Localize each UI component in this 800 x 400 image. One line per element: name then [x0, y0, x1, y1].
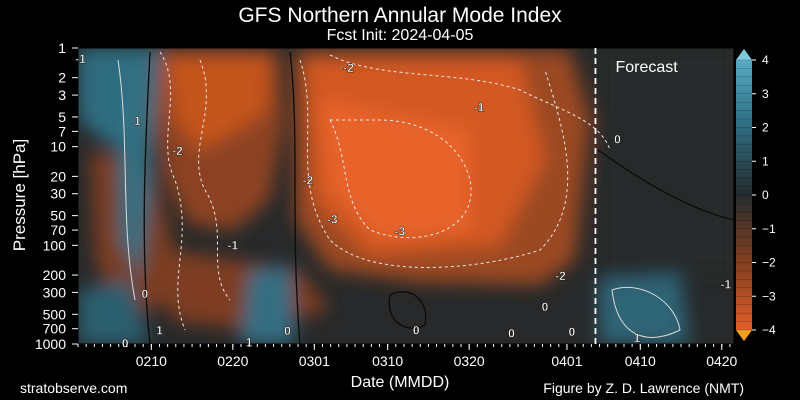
colorbar-tick-label: −2 — [762, 256, 776, 270]
positive-anomaly-surface-mid — [240, 265, 295, 344]
y-tick-label: 500 — [43, 306, 67, 322]
y-tick-label: 3 — [58, 87, 66, 103]
contour-zero-center — [289, 51, 301, 344]
x-tick-label: 0301 — [299, 353, 330, 369]
contour-label: 0 — [508, 326, 515, 340]
contour-zero-forecast — [597, 149, 734, 221]
colorbar-tick-label: 0 — [762, 188, 769, 202]
contour-label: 0 — [141, 287, 148, 301]
colorbar-tick-label: 2 — [762, 121, 769, 135]
site-credit: stratobserve.com — [20, 380, 128, 396]
contour-label: -1 — [474, 100, 485, 114]
contour-label: -1 — [721, 278, 732, 292]
contour-label: 0 — [614, 133, 621, 147]
y-tick-label: 70 — [50, 222, 66, 238]
colorbar: 4 3 2 1 0 −1 −2 −3 −4 — [736, 49, 776, 341]
y-tick-label: 20 — [50, 168, 66, 184]
x-tick-label: 0420 — [706, 353, 737, 369]
plot-area — [78, 48, 734, 344]
y-tick-label: 700 — [43, 321, 67, 337]
contour-plus1-forecast — [611, 286, 681, 338]
contour-label: 1 — [634, 331, 641, 345]
anomaly-field — [78, 48, 734, 344]
plot-border — [77, 47, 735, 345]
contour-zero-lower — [388, 291, 427, 329]
neutral-anomaly-forecast — [598, 48, 734, 280]
y-tick-label: 10 — [50, 139, 66, 155]
negative-anomaly-center-max — [320, 100, 470, 240]
x-tick-label: 0210 — [136, 353, 167, 369]
contour-minus1-upper — [329, 54, 611, 151]
x-tick-label: 0220 — [217, 353, 248, 369]
x-tick-label: 0310 — [372, 353, 403, 369]
contour-minus2 — [198, 59, 231, 301]
y-tick-label: 1000 — [35, 336, 66, 352]
contour-label: -1 — [227, 238, 238, 252]
x-tick-label: 0410 — [625, 353, 656, 369]
y-tick-label: 2 — [58, 70, 66, 86]
x-axis-label: Date (MMDD) — [350, 374, 450, 391]
colorbar-ticks: 4 3 2 1 0 −1 −2 −3 −4 — [736, 53, 776, 337]
y-tick-label: 1 — [58, 40, 66, 56]
x-axis: 0210 0220 0301 0310 0320 0401 0410 0420 — [77, 344, 738, 369]
contour-zero-left — [143, 51, 151, 344]
contour-label: -2 — [172, 144, 183, 158]
contour-label: 0 — [542, 300, 549, 314]
y-tick-label: 200 — [43, 267, 67, 283]
colorbar-extend-top — [736, 49, 752, 60]
colorbar-gradient — [736, 49, 752, 341]
chart-title: GFS Northern Annular Mode Index — [238, 4, 562, 27]
contour-label: 0 — [413, 324, 420, 338]
y-tick-label: 30 — [50, 186, 66, 202]
y-tick-label: 7 — [58, 123, 66, 139]
colorbar-tick-label: −1 — [762, 222, 776, 236]
contour-minus2-center — [299, 59, 569, 268]
positive-anomaly-surface-forecast — [598, 275, 690, 344]
contour-label: 0 — [122, 337, 129, 351]
contour-label: 1 — [246, 335, 253, 349]
x-tick-label: 0401 — [551, 353, 582, 369]
positive-anomaly-surface-left — [78, 280, 150, 344]
contour-label: 0 — [568, 325, 575, 339]
colorbar-extend-bottom — [736, 330, 752, 341]
chart-subtitle: Fcst Init: 2024-04-05 — [326, 27, 474, 44]
y-tick-label: 5 — [58, 109, 66, 125]
forecast-label: Forecast — [615, 59, 678, 76]
contour-label: -2 — [555, 269, 566, 283]
colorbar-tick-label: 1 — [762, 154, 769, 168]
contour-label: -2 — [343, 61, 354, 75]
contour-labels: -1 1 0 0 1 -2 -1 1 0 -2 -3 -2 -3 0 -1 0 0 -2 0 0 1 -1 — [75, 52, 732, 351]
y-tick-label: 300 — [43, 284, 67, 300]
contour-label: -3 — [395, 224, 406, 238]
y-tick-label: 100 — [43, 237, 67, 253]
contour-label: -1 — [75, 52, 86, 66]
contour-lines — [117, 51, 734, 344]
y-tick-label: 50 — [50, 208, 66, 224]
colorbar-tick-label: 3 — [762, 87, 769, 101]
contour-minus3 — [329, 119, 472, 239]
contour-plus1-left — [117, 59, 136, 301]
contour-label: 1 — [134, 114, 141, 128]
contour-label: -2 — [302, 173, 313, 187]
colorbar-tick-label: 4 — [762, 53, 769, 67]
contour-label: 1 — [156, 324, 163, 338]
author-credit: Figure by Z. D. Lawrence (NMT) — [543, 380, 744, 396]
x-tick-label: 0320 — [454, 353, 485, 369]
negative-anomaly-core-left — [165, 55, 270, 150]
colorbar-tick-label: −3 — [762, 289, 776, 303]
contour-label: 0 — [284, 324, 291, 338]
contour-label: -3 — [327, 213, 338, 227]
colorbar-tick-label: −4 — [762, 323, 776, 337]
